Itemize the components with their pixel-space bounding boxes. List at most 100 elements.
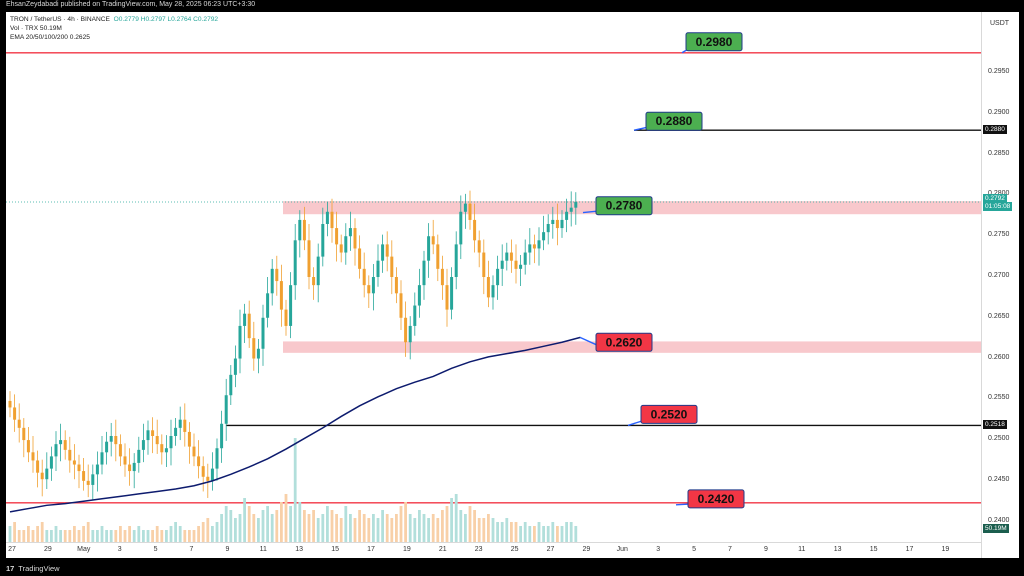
candle: [537, 240, 541, 249]
candle: [141, 440, 145, 450]
volume-bar: [574, 526, 578, 542]
countdown-badge: 01:05:08: [983, 201, 1013, 211]
candle: [275, 268, 279, 282]
volume-bar: [252, 514, 256, 542]
candle: [229, 374, 233, 396]
volume-bar: [174, 522, 177, 542]
volume-bar: [96, 530, 99, 542]
candle: [187, 431, 191, 447]
volume-bar: [22, 530, 26, 542]
volume-bar: [307, 514, 311, 542]
x-tick-label: 23: [474, 546, 483, 553]
candle: [68, 449, 72, 461]
candle: [220, 423, 224, 449]
candle: [509, 252, 513, 261]
candle: [473, 219, 477, 241]
symbol-title[interactable]: TRON / TetherUS · 4h · BINANCE: [10, 16, 110, 23]
volume-bar: [8, 526, 12, 542]
volume-bar: [528, 526, 532, 542]
ema-legend[interactable]: EMA 20/50/100/200 0.2625: [10, 34, 90, 41]
volume-bar: [556, 526, 559, 542]
volume-bar: [234, 518, 237, 542]
volume-bar: [464, 514, 467, 542]
volume-bar: [510, 522, 513, 542]
candle: [440, 268, 444, 286]
time-axis[interactable]: 27 29 May 3 5 7 9 11 13 15 17 19 21 23 25 27 29 Jun 3 5 7 9 11…: [6, 542, 981, 559]
volume-bar: [395, 514, 398, 542]
volume-bar: [367, 518, 371, 542]
x-tick-label: 5: [153, 546, 158, 553]
volume-bar: [482, 518, 486, 542]
level-tag: [595, 332, 653, 352]
x-tick-label: 9: [763, 546, 768, 553]
volume-bar: [128, 526, 131, 542]
y-tick-label: 0.2500: [988, 435, 1010, 443]
x-tick-label: May: [77, 546, 91, 553]
level-tag-label: 0.2620: [606, 335, 643, 349]
volume-bar: [353, 518, 357, 542]
volume-bar: [142, 530, 145, 542]
volume-legend[interactable]: Vol · TRX 50.19M: [10, 25, 62, 32]
candle: [413, 305, 417, 326]
candle: [8, 400, 12, 408]
volume-bar: [427, 518, 430, 542]
x-tick-label: 15: [331, 546, 339, 553]
volume-bar: [496, 522, 499, 542]
y-tick-label: 0.2850: [988, 149, 1010, 157]
candle: [307, 240, 311, 277]
volume-bar: [551, 522, 555, 542]
volume-bar: [339, 518, 343, 542]
candle: [399, 293, 403, 318]
price-chart[interactable]: 0.2980 0.2880 0.2780 0.2620 0.2520 0.2420: [6, 12, 981, 542]
chart-plot-area[interactable]: 0.2980 0.2880 0.2780 0.2620 0.2520 0.2420 TRO…: [6, 12, 981, 542]
volume-bar: [537, 522, 541, 542]
chart-frame[interactable]: 0.2980 0.2880 0.2780 0.2620 0.2520 0.2420 TRO…: [6, 12, 1019, 559]
x-tick-label: 11: [798, 546, 806, 553]
volume-bar: [247, 506, 251, 542]
candle: [339, 244, 343, 253]
y-tick-label: 0.2750: [988, 231, 1010, 239]
y-tick-label: 0.2650: [988, 312, 1010, 320]
volume-bar: [546, 526, 550, 542]
volume-bar: [45, 530, 49, 542]
x-tick-label: 13: [833, 546, 842, 553]
volume-bar: [303, 510, 306, 542]
price-axis[interactable]: USDT 0.2400 0.2450 0.2500 0.2550 0.2600 0.265…: [981, 12, 1019, 558]
level-tag: [640, 404, 698, 424]
candle: [178, 419, 182, 428]
x-tick-label: Jun: [616, 546, 628, 553]
volume-badge: 50.19M: [983, 524, 1009, 533]
candle: [445, 285, 449, 310]
candle: [183, 419, 187, 432]
volume-bar: [211, 526, 214, 542]
volume-bar: [500, 522, 504, 542]
volume-bar: [100, 526, 104, 542]
volume-bar: [91, 530, 95, 542]
candle: [210, 468, 214, 481]
candle: [390, 256, 394, 277]
candle: [132, 462, 136, 472]
volume-bar: [206, 518, 210, 542]
volume-bar: [362, 514, 366, 542]
volume-bar: [197, 526, 200, 542]
level-tag-label: 0.2980: [696, 35, 733, 49]
volume-bar: [50, 530, 53, 542]
x-tick-label: 27: [546, 546, 555, 553]
x-tick-label: 7: [728, 546, 732, 553]
candle: [358, 248, 362, 269]
candle: [404, 317, 408, 343]
x-tick-label: 13: [295, 546, 304, 553]
volume-bar: [289, 506, 292, 542]
candle: [551, 219, 555, 224]
candle: [463, 203, 467, 212]
candle: [491, 285, 495, 298]
publish-info: EhsanZeydabadi published on TradingView.…: [6, 1, 256, 8]
candle: [266, 293, 270, 318]
ema-200-line: [9, 336, 581, 513]
volume-bar: [468, 506, 472, 542]
currency-label[interactable]: USDT: [990, 20, 1010, 27]
x-tick-label: 19: [941, 546, 950, 553]
candle: [86, 480, 90, 485]
candle: [431, 236, 435, 245]
level-tag: [685, 32, 743, 52]
